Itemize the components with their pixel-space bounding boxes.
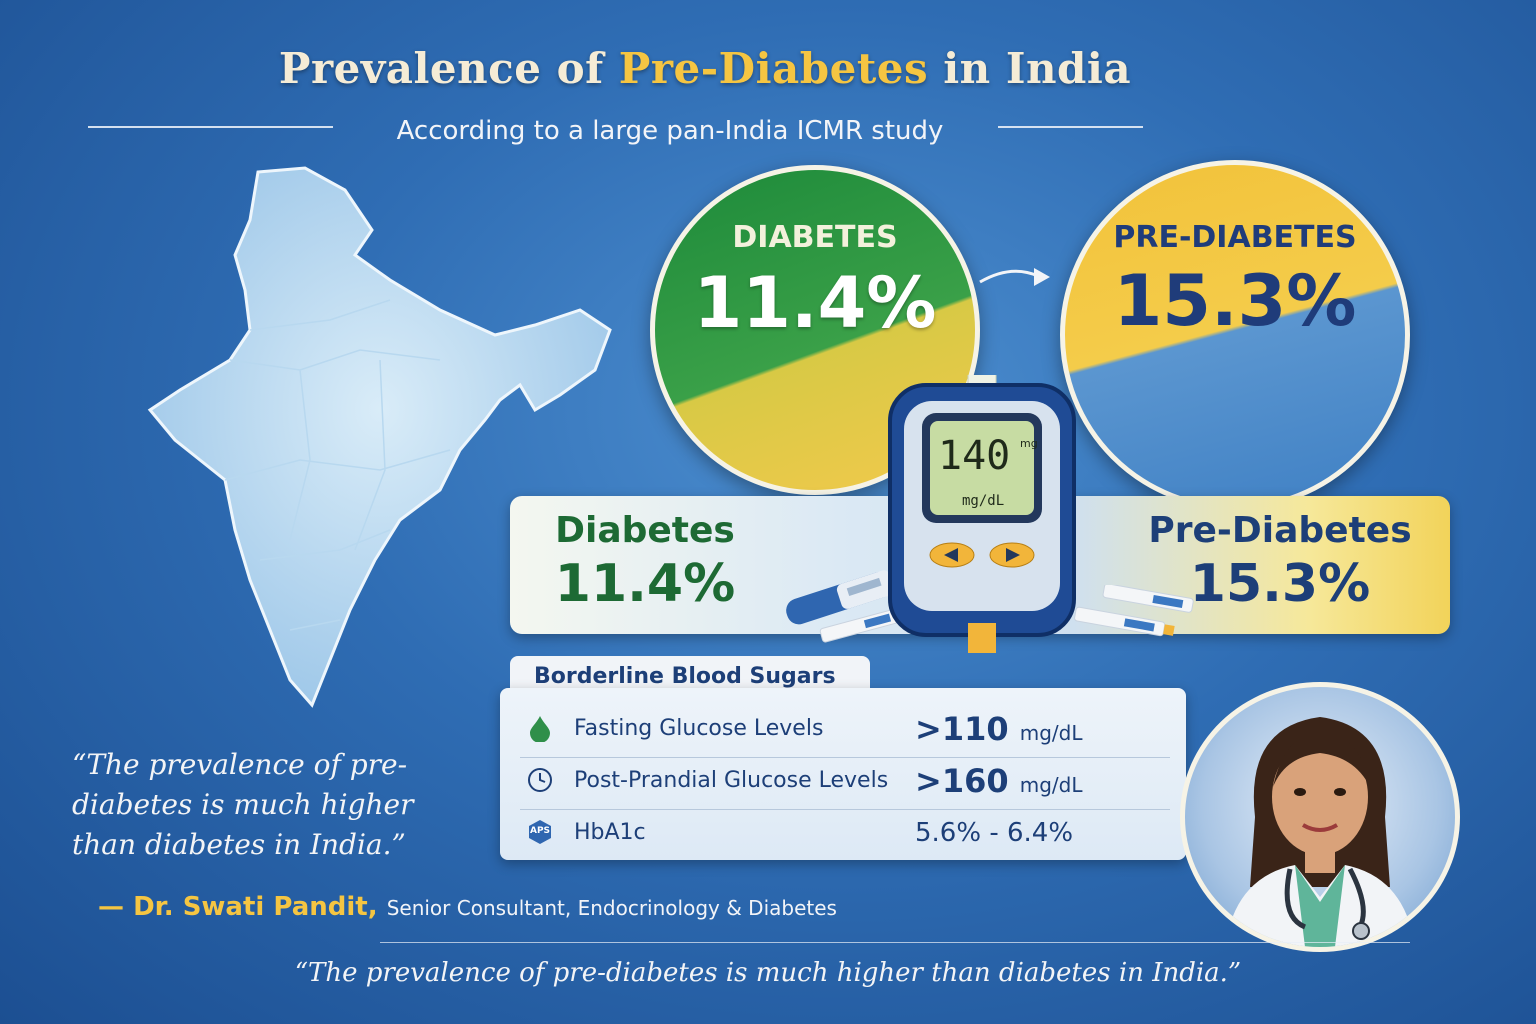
diabetes-circle: DIABETES 11.4% bbox=[650, 165, 980, 495]
prediabetes-circle-label: PRE-DIABETES bbox=[1113, 220, 1357, 255]
title-highlight: Pre-Diabetes bbox=[618, 44, 929, 93]
title-part-1: Prevalence of bbox=[278, 44, 619, 93]
india-map bbox=[147, 166, 612, 708]
panel-prediabetes-label: Pre-Diabetes bbox=[1148, 510, 1412, 551]
arrow-right-icon bbox=[979, 268, 1050, 286]
author-role: Senior Consultant, Endocrinology & Diabe… bbox=[386, 896, 837, 920]
hba1c-label: HbA1c bbox=[574, 820, 646, 845]
test-strip-icon bbox=[819, 608, 901, 643]
meter-unit: mg/dL bbox=[962, 493, 1005, 509]
prediabetes-circle-value: 15.3% bbox=[1113, 260, 1357, 342]
postprandial-number: >160 bbox=[915, 762, 1009, 800]
fasting-number: >110 bbox=[915, 710, 1009, 748]
row-divider bbox=[520, 809, 1170, 810]
meter-unit-small: mg bbox=[1020, 437, 1038, 450]
table-row: Fasting Glucose Levels >110 mg/dL bbox=[520, 706, 1170, 754]
fasting-value: >110 mg/dL bbox=[915, 710, 1083, 748]
quote-text: “The prevalence of pre-diabetes is much … bbox=[72, 748, 414, 861]
attribution-dash: — bbox=[98, 892, 124, 922]
panel-prediabetes-value: 15.3% bbox=[1189, 554, 1371, 614]
drop-icon bbox=[530, 716, 550, 742]
aps-badge-text: APS bbox=[530, 826, 551, 836]
postprandial-label: Post-Prandial Glucose Levels bbox=[574, 768, 889, 793]
table-row: Post-Prandial Glucose Levels >160 mg/dL bbox=[520, 758, 1170, 806]
clock-icon bbox=[528, 768, 552, 792]
subtitle-rule-right bbox=[998, 126, 1143, 128]
glucose-meter: 140 mg mg/dL bbox=[882, 375, 1082, 655]
footer-rule bbox=[380, 942, 1410, 943]
fasting-unit: mg/dL bbox=[1019, 721, 1083, 745]
page-title: Prevalence of Pre-Diabetes in India bbox=[0, 44, 1410, 93]
lancet-pen-icon bbox=[786, 570, 895, 625]
diabetes-circle-value: 11.4% bbox=[693, 262, 937, 344]
hba1c-value: 5.6% - 6.4% bbox=[915, 818, 1074, 848]
test-strips-icon bbox=[1074, 585, 1194, 637]
prediabetes-circle: PRE-DIABETES 15.3% bbox=[1060, 160, 1410, 510]
panel-diabetes-value: 11.4% bbox=[554, 554, 736, 614]
table-row: APS HbA1c 5.6% - 6.4% bbox=[520, 810, 1170, 858]
footer-quote: “The prevalence of pre-diabetes is much … bbox=[294, 958, 1242, 988]
postprandial-unit: mg/dL bbox=[1019, 773, 1083, 797]
meter-reading: 140 bbox=[938, 433, 1011, 479]
author-name: Dr. Swati Pandit, bbox=[133, 892, 378, 922]
postprandial-value: >160 mg/dL bbox=[915, 762, 1083, 800]
panel-diabetes-label: Diabetes bbox=[555, 510, 735, 551]
subtitle-rule-left bbox=[88, 126, 333, 128]
row-divider bbox=[520, 757, 1170, 758]
quote-attribution: — Dr. Swati Pandit, Senior Consultant, E… bbox=[98, 892, 837, 922]
subtitle: According to a large pan-India ICMR stud… bbox=[396, 116, 944, 146]
doctor-portrait bbox=[1180, 682, 1460, 952]
diabetes-circle-label: DIABETES bbox=[732, 220, 898, 255]
fasting-label: Fasting Glucose Levels bbox=[574, 716, 824, 741]
borderline-table bbox=[500, 688, 1186, 860]
title-part-2: in India bbox=[928, 44, 1132, 93]
aps-badge-icon bbox=[529, 820, 551, 844]
